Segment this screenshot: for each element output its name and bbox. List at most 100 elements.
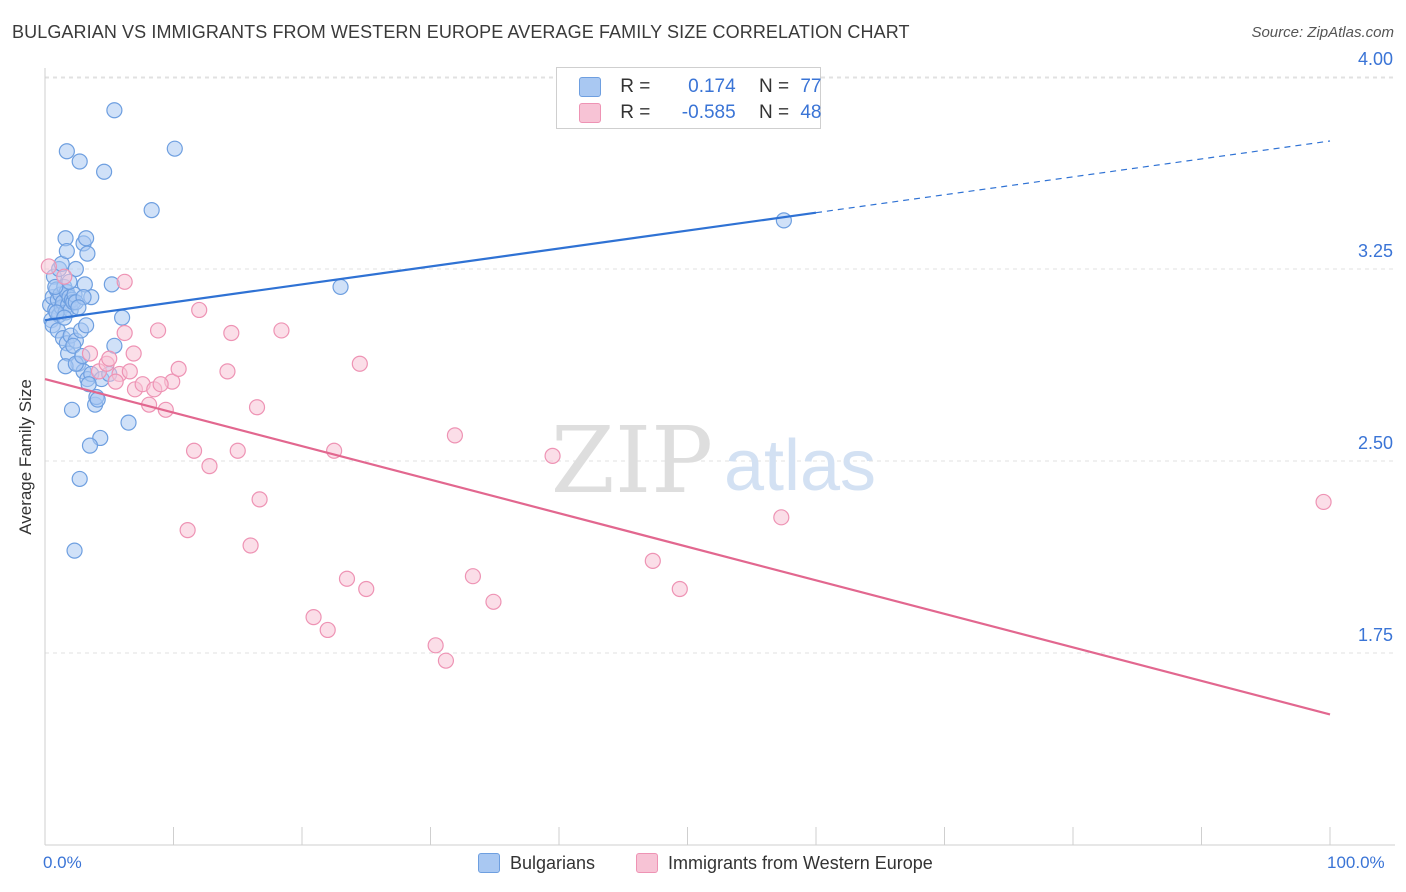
legend-label: Bulgarians (510, 852, 596, 873)
blue-swatch-icon (478, 853, 500, 874)
legend-row-bulgarians: R = 0.174 N = 77 (579, 76, 821, 100)
bulgarian-point (81, 437, 99, 454)
bulgarian-point (166, 140, 183, 157)
bulgarian-point (143, 202, 160, 219)
immigrant-point (485, 593, 502, 610)
immigrant-point (644, 552, 661, 569)
bulgarian-point (113, 309, 131, 326)
immigrant-point (223, 324, 240, 342)
immigrant-point (305, 609, 322, 626)
trend-lines (44, 140, 1331, 716)
immigrant-point (464, 568, 482, 585)
immigrant-point (121, 363, 138, 380)
immigrant-point (40, 258, 57, 275)
immigrant-point (671, 580, 688, 598)
x-tick-label-max: 100.0% (1327, 853, 1385, 872)
y-axis-label: Average Family Size (16, 379, 35, 535)
legend-item-immigrants[interactable]: Immigrants from Western Europe (636, 852, 933, 874)
immigrant-point (273, 322, 290, 339)
r-value: -0.585 (681, 102, 736, 123)
immigrant-point (81, 345, 99, 362)
series-legend: Bulgarians Immigrants from Western Europ… (0, 852, 1406, 878)
watermark-zip: ZIP (551, 407, 713, 514)
immigrant-point (229, 442, 246, 459)
y-tick-label: 2.50 (1358, 433, 1393, 453)
bulgarian-point (332, 278, 349, 296)
data-points (40, 102, 1332, 669)
immigrant-point (125, 345, 142, 362)
immigrant-point (116, 324, 133, 342)
bulgarian-point (58, 143, 75, 160)
immigrant-point (351, 355, 368, 372)
legend-row-immigrants: R = -0.585 N = 48 (579, 102, 821, 126)
legend-item-bulgarians[interactable]: Bulgarians (478, 852, 595, 874)
immigrant-point (185, 442, 203, 459)
x-tick-label-min: 0.0% (43, 853, 82, 872)
immigrant-point (338, 570, 356, 587)
stats-legend: R = 0.174 N = 77 R = -0.585 N = 48 (556, 67, 821, 129)
immigrant-point (179, 522, 196, 539)
bulgarian-point (96, 163, 113, 180)
immigrant-point (149, 322, 167, 339)
bulgarian-point (78, 230, 95, 247)
bulgarian-point (78, 317, 95, 334)
immigrant-point (56, 268, 73, 285)
immigrant-point (201, 458, 218, 475)
pink-swatch-icon (636, 853, 658, 874)
bulgarian-point (63, 401, 81, 418)
bulgarian-point (106, 102, 123, 119)
blue-swatch-icon (579, 77, 601, 97)
legend-label: Immigrants from Western Europe (668, 852, 933, 873)
grid-lines (45, 76, 1395, 654)
immigrant-trend-line (44, 378, 1331, 716)
immigrant-point (116, 273, 133, 290)
bulgarian-point (67, 260, 84, 278)
immigrant-point (544, 447, 561, 464)
pink-swatch-icon (579, 103, 601, 123)
immigrant-point (427, 637, 444, 654)
immigrant-point (319, 621, 336, 639)
immigrant-point (107, 373, 124, 390)
n-label: N = (758, 102, 790, 123)
y-tick-label: 3.25 (1358, 241, 1393, 261)
y-tick-label: 4.00 (1358, 49, 1393, 69)
bulgarian-point (47, 278, 64, 296)
immigrant-point (170, 360, 187, 377)
immigrant-point (773, 509, 790, 526)
chart-title: BULGARIAN VS IMMIGRANTS FROM WESTERN EUR… (12, 22, 910, 42)
watermark: ZIP atlas (551, 407, 876, 514)
y-tick-label: 1.75 (1358, 625, 1393, 645)
r-label: R = (620, 102, 651, 123)
bulgarian-point (71, 470, 88, 488)
immigrant-point (437, 652, 455, 669)
bulgarian-point (79, 245, 96, 262)
bulgarian-point (70, 299, 87, 316)
bulgarian-point (80, 376, 97, 393)
n-label: N = (758, 76, 790, 97)
immigrant-point (358, 580, 375, 598)
immigrant-point (251, 491, 268, 508)
bulgarian-trend-extension (815, 140, 1331, 214)
n-value: 77 (800, 76, 822, 97)
bulgarian-point (58, 242, 75, 260)
y-tick-labels: 1.75 2.50 3.25 4.00 (1358, 49, 1393, 645)
immigrant-point (242, 537, 259, 554)
bulgarian-point (775, 212, 792, 229)
bulgarian-point (71, 153, 88, 170)
immigrant-point (152, 376, 169, 393)
source-label: Source: ZipAtlas.com (1251, 24, 1394, 41)
watermark-atlas: atlas (724, 426, 876, 506)
r-label: R = (620, 76, 651, 97)
immigrant-point (219, 363, 236, 380)
r-value: 0.174 (688, 76, 736, 97)
bulgarian-point (120, 414, 137, 431)
immigrant-point (446, 427, 464, 444)
immigrant-point (101, 350, 118, 367)
immigrant-point (191, 301, 208, 319)
bulgarian-trend-line (44, 211, 817, 322)
immigrant-point (1315, 493, 1332, 511)
n-value: 48 (800, 102, 822, 123)
bulgarian-point (65, 337, 82, 354)
immigrant-point (248, 399, 266, 416)
